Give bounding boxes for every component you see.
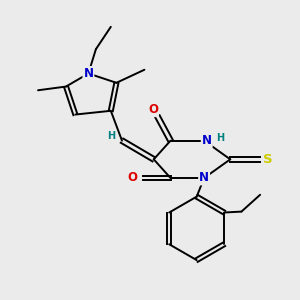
Text: S: S (263, 153, 272, 166)
Text: N: N (202, 134, 212, 147)
Text: H: H (107, 131, 115, 141)
Text: O: O (127, 172, 137, 184)
Text: N: N (83, 67, 93, 80)
Text: H: H (216, 133, 224, 143)
Text: N: N (199, 172, 209, 184)
Text: O: O (148, 103, 158, 116)
